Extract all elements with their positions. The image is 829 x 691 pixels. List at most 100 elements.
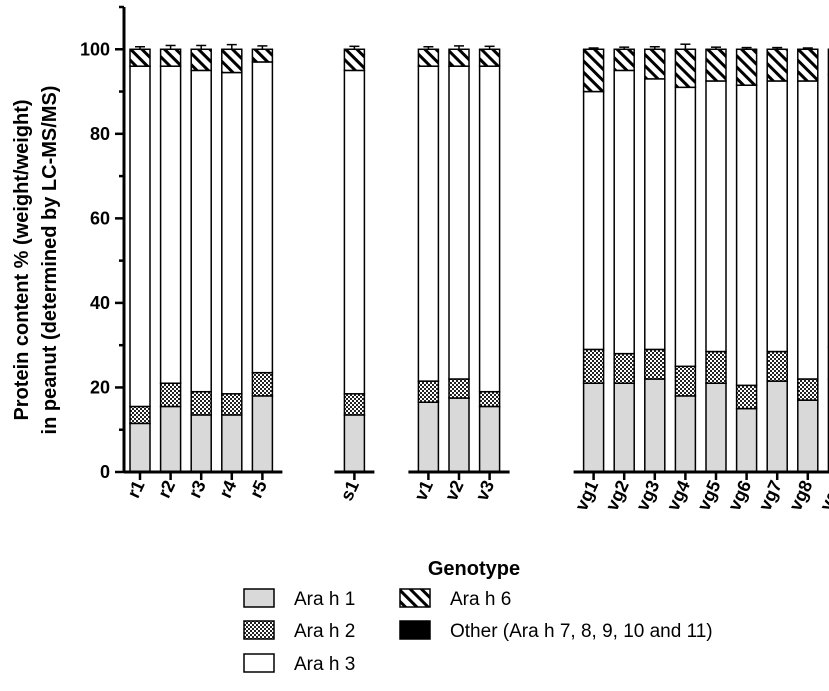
legend-swatch-2 [243,620,275,640]
legend: Ara h 1 Ara h 2 Ara h 3 Ara h 6 Other (Ara h… [243,588,713,675]
x-tick-label-vg8: vg8 [785,477,816,514]
x-tick-label-vg4: vg4 [663,477,694,514]
bar-segment-r5-s4 [251,48,274,63]
y-tick-label-100: 100 [80,39,110,59]
x-tick-label-vg6: vg6 [724,477,755,514]
bar-segment-vg8-s4 [797,48,819,82]
x-tick-label-v2: v2 [441,477,468,504]
bar-segment-r2-s1 [159,405,182,473]
x-tick-label-s1: s1 [336,477,363,504]
bar-segment-r4-s4 [221,48,243,74]
bar-segment-vg5-s1 [705,382,727,473]
legend-label-5: Other (Ara h 7, 8, 9, 10 and 11) [450,621,713,642]
y-tick-label-40: 40 [90,293,110,313]
bar-segment-v1-s4 [417,48,440,67]
legend-swatch-1 [243,588,275,608]
y-tick-label-20: 20 [90,377,110,397]
bar-segment-vg2-s4 [613,48,635,72]
bar-segment-v1-s1 [417,401,440,473]
bar-segment-vg7-s4 [766,48,788,82]
bar-segment-vg6-s4 [735,48,758,86]
legend-swatch-4 [399,588,431,608]
bar-segment-vg1-s1 [582,382,605,473]
bar-segment-v2-s2 [448,378,470,399]
bar-segment-r1-s4 [129,48,151,67]
bar-segment-vg5-s4 [705,48,727,82]
bar-segment-r5-s3 [251,61,274,374]
bar-segment-vg5-s3 [705,80,727,353]
x-tick-label-vg9: vg9 [816,477,829,514]
bar-segment-vg4-s3 [674,86,697,368]
bar-segment-s1-s4 [343,48,366,72]
x-tick-label-v3: v3 [472,477,499,504]
legend-swatch-5 [399,620,431,640]
bar-segment-v3-s2 [478,390,501,408]
bar-segment-vg2-s2 [613,352,635,384]
bar-segment-vg3-s3 [644,78,666,351]
bar-segment-s1-s3 [343,69,366,395]
y-axis-title-line2: in peanut (determined by LC-MS/MS) [39,86,61,435]
bar-segment-vg8-s3 [797,80,819,380]
y-tick-label-80: 80 [90,124,110,144]
bar-segment-s1-s2 [343,393,366,416]
bar-segment-vg2-s1 [613,382,635,473]
x-tick-label-r4: r4 [215,477,240,501]
legend-label-1: Ara h 1 [294,589,355,610]
y-tick-label-0: 0 [100,462,110,482]
bar-segment-r5-s2 [251,371,274,397]
bar-segment-vg6-s3 [735,84,758,387]
bar-segment-v3-s1 [478,405,501,473]
legend-label-3: Ara h 3 [294,654,355,675]
legend-swatch-3 [243,653,275,673]
bar-segment-r2-s4 [159,48,182,67]
bar-segment-v2-s1 [448,397,470,473]
y-axis-title-line1: Protein content % (weight/weight) [11,99,33,420]
bar-segment-r2-s2 [159,382,182,408]
x-tick-label-vg5: vg5 [693,477,724,514]
bar-segment-vg6-s1 [735,407,758,473]
plot-area: r1 r2 r3 r4 r5 s1 v1 v2 v3 vg1 vg2 vg3 vg4 vg5 vg6 vg7 v… [80,5,829,514]
x-tick-label-vg1: vg1 [571,477,602,514]
x-tick-label-vg7: vg7 [755,477,786,514]
x-tick-label-r2: r2 [154,477,179,501]
bar-segment-s1-s1 [343,414,366,473]
bar-segment-vg4-s2 [674,365,697,397]
bar-segment-v3-s4 [478,48,501,67]
bar-segment-vg7-s2 [766,350,788,382]
bar-segment-vg4-s4 [674,48,697,89]
bar-segment-v3-s3 [478,65,501,393]
x-tick-label-r1: r1 [123,477,148,501]
x-tick-label-vg2: vg2 [602,477,633,514]
bar-segment-vg3-s2 [644,348,666,380]
bar-segment-v1-s2 [417,380,440,404]
bar-segment-r3-s4 [190,48,212,72]
bar-segment-r3-s1 [190,414,212,473]
bar-segment-vg2-s3 [613,69,635,355]
bar-segment-vg8-s2 [797,378,819,401]
bar-segment-vg5-s2 [705,350,727,384]
x-tick-label-v1: v1 [410,477,437,504]
x-tick-label-r5: r5 [246,477,271,501]
bar-segment-vg8-s1 [797,399,819,473]
bar-segment-v1-s3 [417,65,440,382]
bar-segment-vg1-s4 [582,48,605,93]
legend-label-4: Ara h 6 [450,589,511,610]
x-tick-label-r3: r3 [185,477,210,501]
bar-segment-vg7-s1 [766,380,788,473]
bar-segment-vg1-s3 [582,90,605,351]
bar-segment-v2-s3 [448,65,470,380]
y-tick-label-60: 60 [90,208,110,228]
bar-segment-r4-s3 [221,71,243,395]
bar-segment-r3-s2 [190,390,212,416]
bar-segment-r1-s2 [129,405,151,425]
bar-segment-vg6-s2 [735,384,758,410]
bar-segment-vg4-s1 [674,395,697,473]
bar-segment-vg3-s1 [644,378,666,473]
bar-segment-r5-s1 [251,395,274,473]
bar-segment-r1-s3 [129,65,151,408]
bar-segment-vg3-s4 [644,48,666,80]
legend-label-2: Ara h 2 [294,621,355,642]
x-tick-label-vg3: vg3 [632,477,663,514]
bar-segment-r2-s3 [159,65,182,384]
